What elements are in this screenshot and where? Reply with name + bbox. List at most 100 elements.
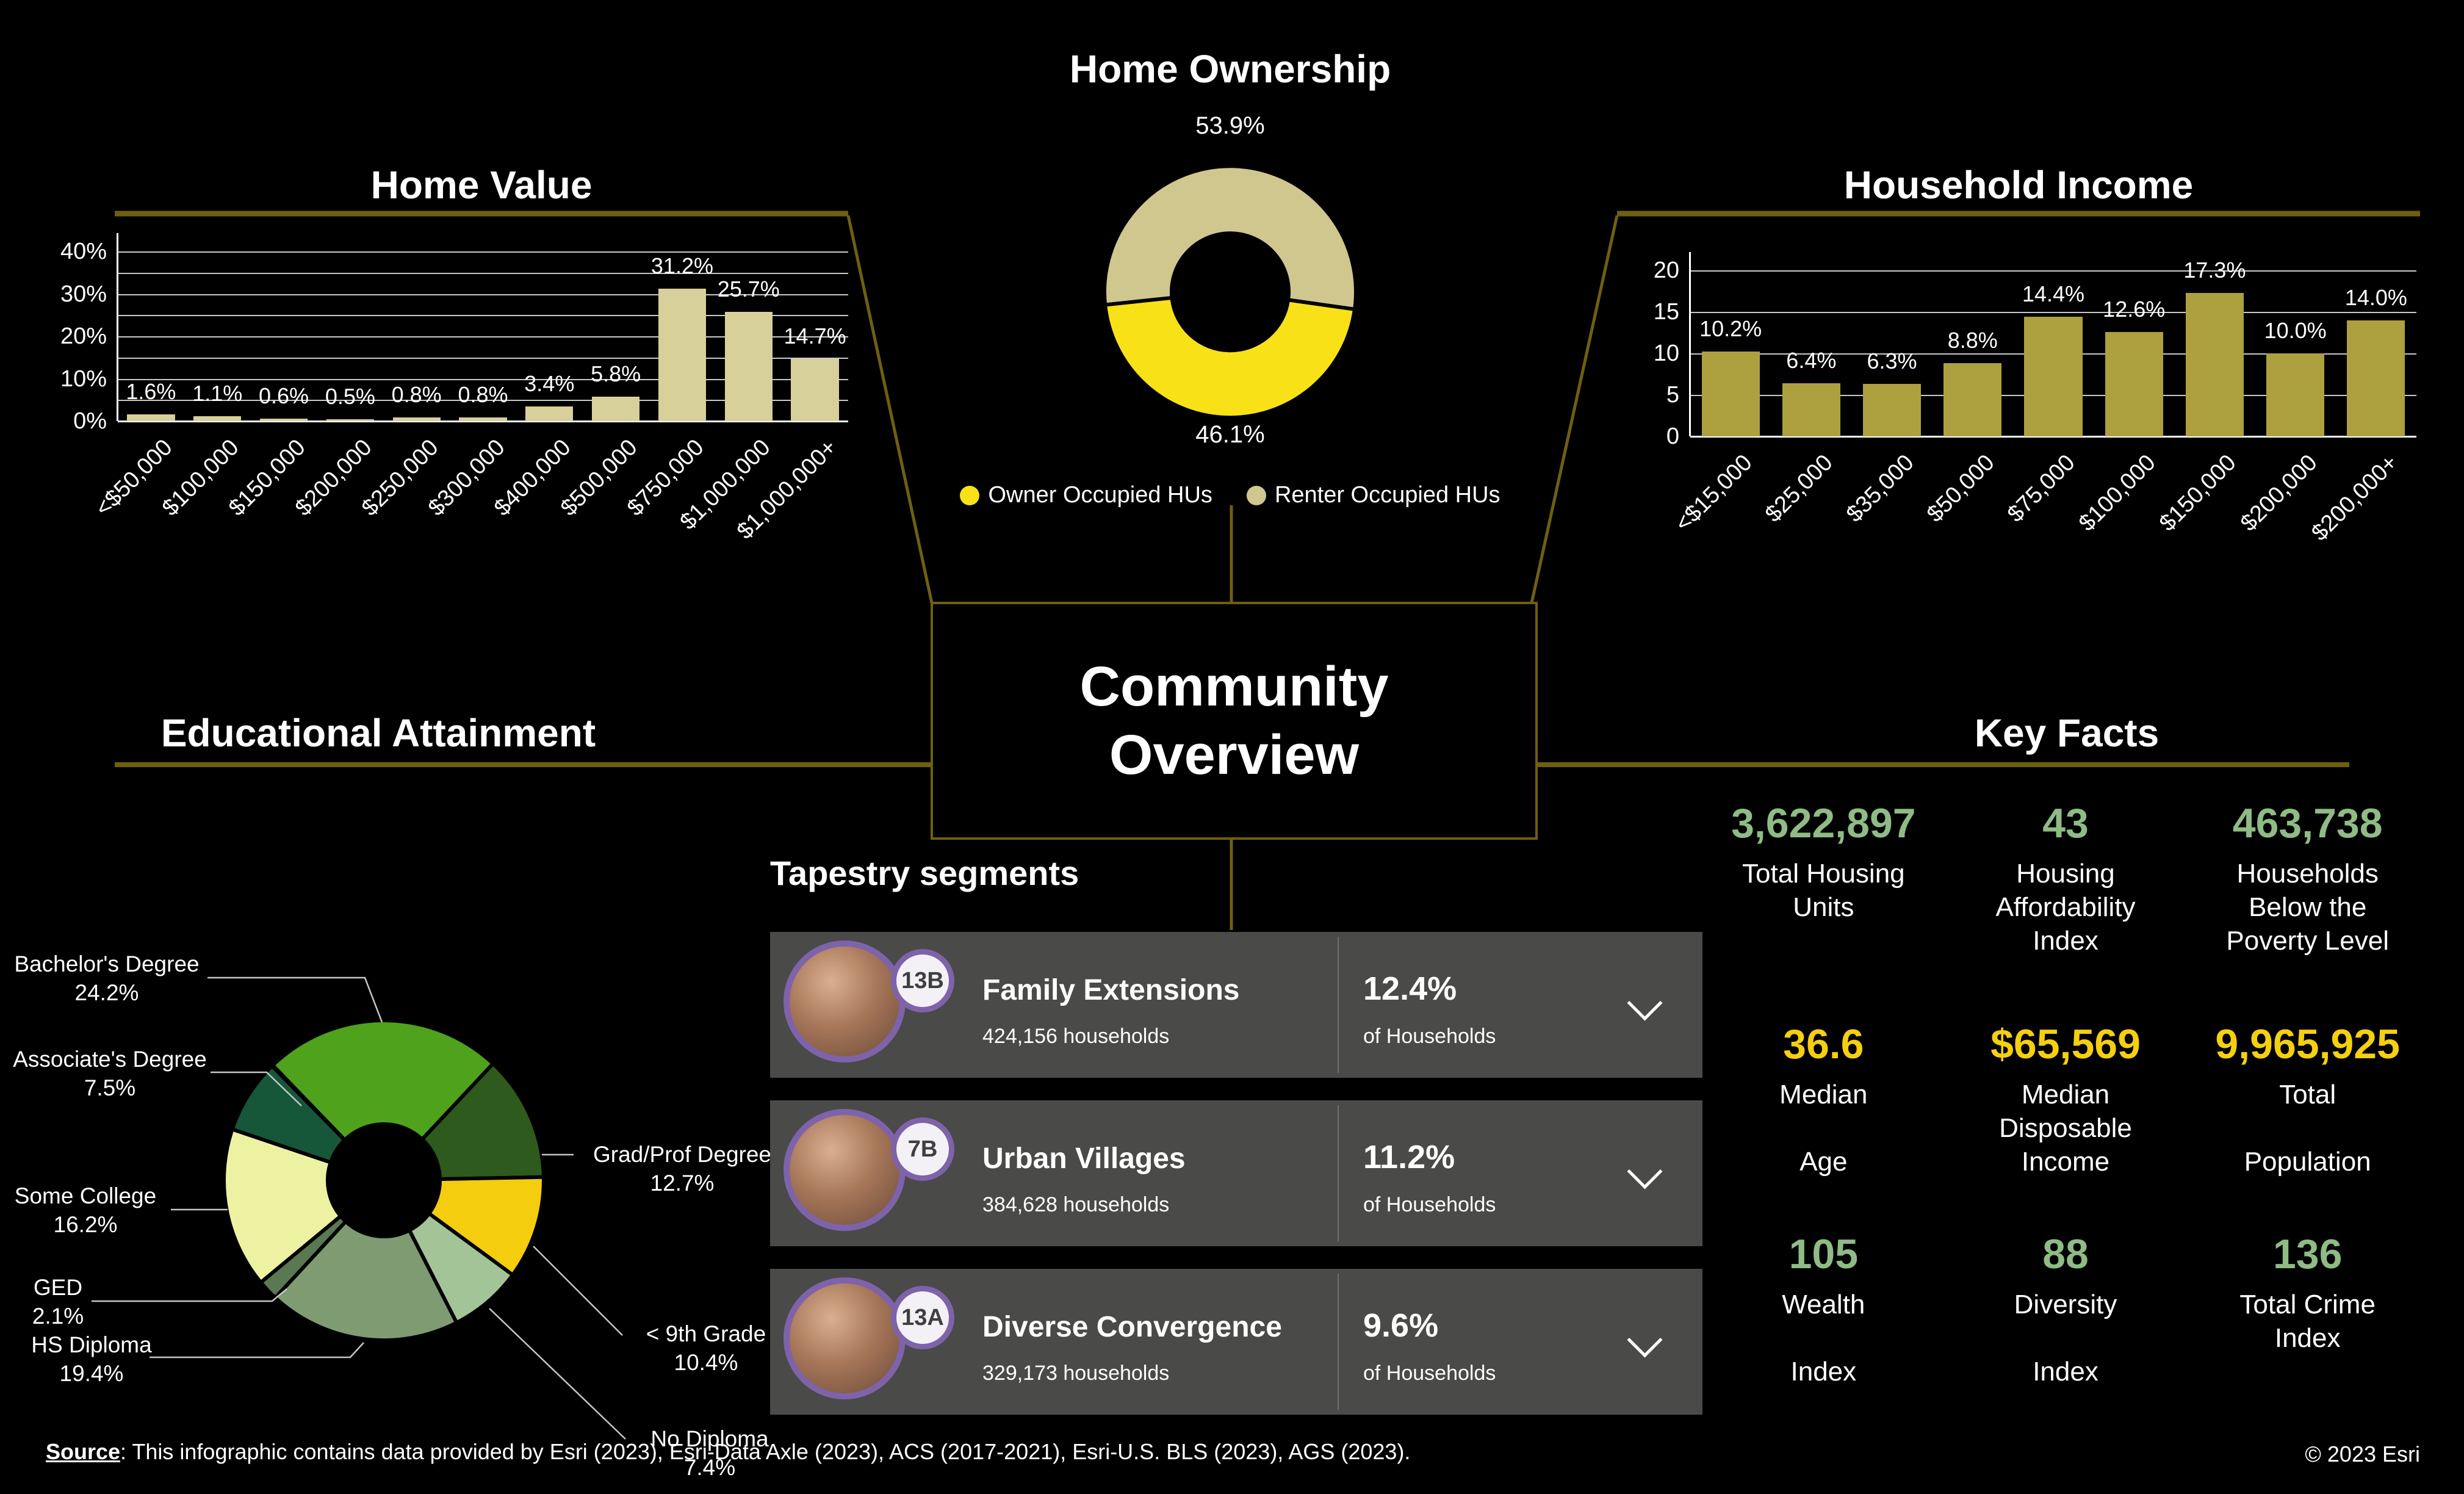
fact-label: Total Housing Units [1742,859,1905,922]
bar [525,406,574,421]
x-axis-category-label: <$15,000 [1670,450,1757,537]
fact-households-below-poverty: 463,738 Households Below the Poverty Level [2186,799,2429,958]
bar-value-label: 0.8% [391,382,442,408]
x-axis-category-label: $100,000 [2074,450,2161,536]
source-label: Source [46,1439,121,1464]
y-axis-line [117,233,118,421]
tapestry-row-family-extensions[interactable]: 13B Family Extensions 424,156 households… [770,932,1702,1078]
bar-value-label: 6.3% [1867,348,1917,374]
fact-value: 3,622,897 [1731,800,1916,846]
segment-code-badge: 13A [891,1286,954,1349]
bar-value-label: 0.8% [458,382,508,408]
slice-label: HS Diploma [31,1332,152,1357]
educational-attainment-donut [219,1016,549,1345]
bar-value-label: 10.2% [1699,316,1762,342]
edu-label-no-diploma: No Diploma 7.4% [627,1424,792,1482]
bar [1862,384,1922,436]
fact-label: Total Crime Index [2239,1290,2376,1353]
bar-value-label: 3.4% [524,371,575,397]
gridline [118,251,848,253]
fact-median-disposable-income: $65,569 Median Disposable Income [1945,1020,2187,1178]
bar [2347,320,2405,436]
legend-item-label: Owner Occupied HUs [988,482,1212,508]
legend-item-label: Renter Occupied HUs [1274,482,1500,508]
bar-value-label: 0.6% [259,383,309,408]
bar-value-label: 6.4% [1786,347,1837,373]
y-axis-tick-label: 0% [73,408,107,434]
bar-value-label: 14.7% [784,323,846,348]
home-ownership-donut [1096,157,1364,426]
fact-value: 43 [2042,800,2089,846]
owner-share-label: 46.1% [1195,421,1265,448]
x-axis-category-label: $75,000 [2002,450,2080,527]
slice-label: Associate's Degree [13,1047,207,1072]
legend-item-owner: Owner Occupied HUs [960,482,1212,508]
donut-slice-renter-occupied-hus [1103,164,1358,312]
educational-attainment-title: Educational Attainment [160,711,596,755]
edu-label-ged: GED 2.1% [9,1273,107,1330]
segment-households: 384,628 households [982,1193,1170,1216]
bar-value-label: 31.2% [650,253,713,279]
y-axis-tick-label: 20% [60,323,107,349]
fact-wealth-index: 105 Wealth Index [1702,1230,1945,1388]
slice-pct: 2.1% [32,1304,84,1329]
bar-value-label: 8.8% [1947,328,1998,353]
bar [591,396,640,421]
bar [1943,363,2002,436]
chevron-down-icon[interactable] [1627,1322,1663,1358]
copyright: © 2023 Esri [2305,1442,2420,1467]
key-facts-row-2: 36.6 Median Age $65,569 Median Disposable… [1702,1020,2429,1178]
segment-percent-caption: of Households [1363,1025,1496,1048]
tapestry-row-urban-villages[interactable]: 7B Urban Villages 384,628 households 11.… [770,1100,1702,1246]
chevron-down-icon[interactable] [1627,1153,1663,1189]
page-title: Community Overview [1079,655,1389,786]
slice-pct: 7.4% [683,1455,736,1480]
bar [791,358,839,421]
bar [259,418,308,421]
slice-label: No Diploma [650,1426,769,1451]
donut-slice-some-college [222,1127,344,1285]
x-axis-category-label: $35,000 [1841,450,1919,527]
source-text: : This infographic contains data provide… [120,1439,1411,1464]
y-axis-tick-label: 20 [1653,258,1679,283]
fact-value: 105 [1789,1231,1859,1277]
fact-total-population: 9,965,925 Total Population [2186,1020,2429,1178]
slice-pct: 16.2% [53,1212,118,1237]
donut-slice--9th-grade [427,1175,546,1278]
gridline [118,336,848,337]
renter-legend-dot-icon [1246,485,1266,505]
bar-value-label: 25.7% [717,276,780,302]
fact-value: 136 [2272,1231,2343,1277]
bar-value-label: 14.4% [2022,281,2085,307]
key-facts-title: Key Facts [1974,711,2160,755]
y-axis-tick-label: 0 [1666,424,1679,449]
slice-pct: 24.2% [74,980,139,1005]
bar [724,312,773,421]
community-overview-box: Community Overview [931,602,1538,840]
household-income-title: Household Income [1843,163,2194,207]
segment-percent: 9.6% [1363,1307,1439,1344]
segment-percent-caption: of Households [1363,1362,1496,1385]
edu-label-associates: Associate's Degree 7.5% [9,1045,211,1102]
gridline [118,272,848,274]
donut-slice-grad-prof-degree [419,1061,546,1182]
segment-name: Family Extensions [982,974,1240,1006]
y-axis-tick-label: 15 [1653,299,1679,325]
slice-pct: 7.5% [84,1075,136,1100]
gridline [1690,270,2416,272]
bar [658,289,707,421]
segment-name: Urban Villages [982,1142,1186,1175]
chevron-down-icon[interactable] [1627,985,1663,1021]
home-ownership-legend: Owner Occupied HUs Renter Occupied HUs [888,482,1572,508]
owner-legend-dot-icon [960,485,980,505]
segment-photo [784,940,906,1063]
gridline [118,378,848,380]
fact-label: Median Age [1779,1080,1868,1177]
tapestry-row-diverse-convergence[interactable]: 13A Diverse Convergence 329,173 househol… [770,1269,1702,1415]
bar-value-label: 10.0% [2264,318,2327,343]
slice-label: GED [33,1275,83,1300]
key-facts-row-1: 3,622,897 Total Housing Units 43 Housing A… [1702,799,2429,958]
gridline [118,357,848,359]
edu-label-some-college: Some College 16.2% [0,1182,171,1239]
fact-total-crime-index: 136 Total Crime Index [2186,1230,2429,1388]
